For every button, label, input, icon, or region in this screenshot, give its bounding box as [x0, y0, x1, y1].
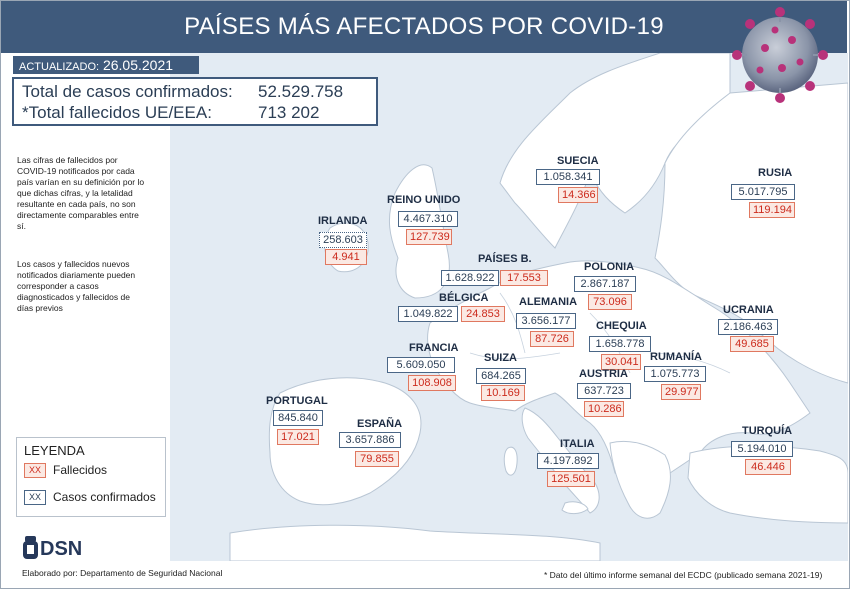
note-daily-reports: Los casos y fallecidos nuevos notificado…	[17, 259, 136, 313]
country-rumania-cases: 1.075.773	[644, 366, 706, 382]
dsn-crest-icon	[23, 536, 38, 559]
country-suiza-deaths: 10.169	[481, 385, 525, 401]
totals-box: Total de casos confirmados: 52.529.758 *…	[12, 77, 378, 126]
country-polonia-name: POLONIA	[584, 261, 635, 273]
country-chequia-name: CHEQUIA	[596, 320, 647, 332]
country-paises-bajos-cases: 1.628.922	[441, 270, 499, 286]
country-suecia-name: SUECIA	[557, 155, 599, 167]
country-suiza-cases: 684.265	[476, 368, 526, 384]
country-belgica-name: BÉLGICA	[439, 292, 489, 304]
country-francia-name: FRANCIA	[409, 342, 459, 354]
country-portugal-deaths: 17.021	[277, 429, 319, 445]
country-francia-cases: 5.609.050	[387, 357, 455, 373]
country-espana-cases: 3.657.886	[339, 432, 401, 448]
country-austria-deaths: 10.286	[584, 401, 624, 417]
country-turquia-deaths: 46.446	[745, 459, 791, 475]
country-espana-deaths: 79.855	[355, 451, 399, 467]
country-chequia-deaths: 30.041	[601, 354, 641, 370]
country-rumania-name: RUMANÍA	[650, 351, 702, 363]
country-turquia-cases: 5.194.010	[731, 441, 793, 457]
country-italia-deaths: 125.501	[547, 471, 595, 487]
country-reino-unido-cases: 4.467.310	[398, 211, 458, 227]
country-chequia-cases: 1.658.778	[589, 336, 651, 352]
dsn-logo: DSN	[40, 538, 83, 560]
country-reino-unido-deaths: 127.739	[406, 229, 452, 245]
updated-date: 26.05.2021	[102, 57, 174, 73]
country-irlanda-cases: 258.603	[319, 232, 367, 248]
country-irlanda-deaths: 4.941	[325, 249, 367, 265]
country-ucrania-cases: 2.186.463	[718, 319, 778, 335]
legend-title: LEYENDA	[24, 443, 85, 458]
country-irlanda-name: IRLANDA	[318, 215, 368, 227]
country-suecia-cases: 1.058.341	[536, 169, 600, 185]
legend-deaths-swatch: XX	[24, 463, 46, 478]
country-portugal-name: PORTUGAL	[266, 395, 328, 407]
header-bar: PAÍSES MÁS AFECTADOS POR COVID-19	[1, 1, 847, 53]
updated-badge: ACTUALIZADO: 26.05.2021	[13, 56, 199, 74]
country-alemania-name: ALEMANIA	[519, 296, 578, 308]
country-portugal-cases: 845.840	[273, 410, 323, 426]
country-alemania-cases: 3.656.177	[516, 313, 576, 329]
coronavirus-icon	[732, 7, 828, 103]
total-cases-label: Total de casos confirmados:	[22, 82, 233, 101]
legend-cases-swatch: XX	[24, 490, 46, 505]
note-death-definition: Las cifras de fallecidos por COVID-19 no…	[17, 155, 145, 231]
country-paises-bajos-name: PAÍSES B.	[478, 253, 532, 265]
country-rumania-deaths: 29.977	[661, 384, 701, 400]
country-francia-deaths: 108.908	[408, 375, 456, 391]
footer-bar	[1, 561, 847, 587]
country-espana-name: ESPAÑA	[357, 418, 403, 430]
country-turquia-name: TURQUÍA	[742, 425, 793, 437]
country-belgica-cases: 1.049.822	[398, 306, 458, 322]
country-rusia-deaths: 119.194	[749, 202, 795, 218]
updated-label: ACTUALIZADO:	[19, 61, 100, 73]
page-title: PAÍSES MÁS AFECTADOS POR COVID-19	[184, 13, 664, 40]
legend: LEYENDA XX Fallecidos XX Casos confirmad…	[16, 437, 166, 517]
total-deaths-value: 713 202	[258, 103, 320, 122]
country-suecia-deaths: 14.366	[558, 187, 598, 203]
country-paises-bajos-deaths: 17.553	[500, 270, 548, 286]
footer-credit: Elaborado por: Departamento de Seguridad…	[22, 568, 223, 578]
country-austria-name: AUSTRIA	[579, 368, 628, 380]
country-belgica-deaths: 24.853	[461, 306, 505, 322]
legend-deaths-label: Fallecidos	[53, 463, 108, 477]
country-austria-cases: 637.723	[577, 383, 631, 399]
country-ucrania-deaths: 49.685	[730, 336, 774, 352]
country-suiza-name: SUIZA	[484, 352, 517, 364]
country-italia-name: ITALIA	[560, 438, 595, 450]
country-alemania-deaths: 87.726	[530, 331, 574, 347]
footer-source-note: * Dato del último informe semanal del EC…	[544, 570, 823, 580]
country-rusia-name: RUSIA	[758, 167, 793, 179]
country-polonia-deaths: 73.096	[588, 294, 632, 310]
legend-cases-label: Casos confirmados	[53, 490, 156, 504]
total-deaths-label: *Total fallecidos UE/EEA:	[22, 103, 212, 122]
country-rusia-cases: 5.017.795	[731, 184, 795, 200]
country-italia-cases: 4.197.892	[537, 453, 599, 469]
country-polonia-cases: 2.867.187	[574, 276, 636, 292]
total-cases-value: 52.529.758	[258, 82, 344, 101]
country-reino-unido-name: REINO UNIDO	[387, 194, 461, 206]
country-ucrania-name: UCRANIA	[723, 304, 774, 316]
